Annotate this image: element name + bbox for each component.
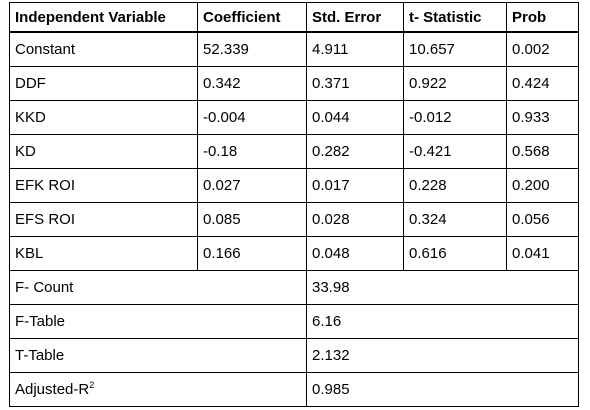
std-error-cell: 0.371 (306, 66, 404, 101)
summary-label: F- Count (9, 270, 307, 305)
summary-row-f-count: F- Count 33.98 (9, 270, 579, 305)
summary-row-f-table: F-Table 6.16 (9, 304, 579, 339)
t-statistic-cell: 0.922 (403, 66, 507, 101)
table-row: KKD -0.004 0.044 -0.012 0.933 (9, 100, 579, 135)
coefficient-cell: -0.004 (197, 100, 307, 135)
std-error-cell: 4.911 (306, 31, 404, 67)
summary-value: 2.132 (306, 338, 579, 373)
std-error-cell: 0.048 (306, 236, 404, 271)
summary-value: 6.16 (306, 304, 579, 339)
t-statistic-cell: 10.657 (403, 31, 507, 67)
std-error-cell: 0.282 (306, 134, 404, 169)
coefficient-cell: 0.027 (197, 168, 307, 203)
table-row: DDF 0.342 0.371 0.922 0.424 (9, 66, 579, 101)
regression-table-container: Independent Variable Coefficient Std. Er… (9, 2, 579, 407)
variable-cell: KD (9, 134, 198, 169)
coefficient-cell: 52.339 (197, 31, 307, 67)
summary-label: Adjusted-R2 (9, 372, 307, 407)
std-error-cell: 0.044 (306, 100, 404, 135)
header-t-statistic: t- Statistic (403, 2, 507, 33)
variable-cell: KBL (9, 236, 198, 271)
prob-cell: 0.041 (506, 236, 579, 271)
t-statistic-cell: 0.324 (403, 202, 507, 237)
coefficient-cell: 0.085 (197, 202, 307, 237)
summary-row-t-table: T-Table 2.132 (9, 338, 579, 373)
t-statistic-cell: -0.421 (403, 134, 507, 169)
table-row: KD -0.18 0.282 -0.421 0.568 (9, 134, 579, 169)
std-error-cell: 0.028 (306, 202, 404, 237)
coefficient-cell: 0.342 (197, 66, 307, 101)
variable-cell: DDF (9, 66, 198, 101)
t-statistic-cell: -0.012 (403, 100, 507, 135)
header-independent-variable: Independent Variable (9, 2, 198, 33)
coefficient-cell: 0.166 (197, 236, 307, 271)
table-row: Constant 52.339 4.911 10.657 0.002 (9, 31, 579, 67)
variable-cell: EFS ROI (9, 202, 198, 237)
superscript-two: 2 (89, 380, 95, 390)
summary-row-adjusted-r2: Adjusted-R2 0.985 (9, 372, 579, 407)
std-error-cell: 0.017 (306, 168, 404, 203)
summary-label-text: Adjusted-R (15, 381, 90, 398)
prob-cell: 0.933 (506, 100, 579, 135)
summary-label: T-Table (9, 338, 307, 373)
summary-value: 33.98 (306, 270, 579, 305)
coefficient-cell: -0.18 (197, 134, 307, 169)
prob-cell: 0.200 (506, 168, 579, 203)
table-row: KBL 0.166 0.048 0.616 0.041 (9, 236, 579, 271)
regression-table: Independent Variable Coefficient Std. Er… (9, 2, 579, 407)
variable-cell: KKD (9, 100, 198, 135)
header-prob: Prob (506, 2, 579, 33)
header-std-error: Std. Error (306, 2, 404, 33)
prob-cell: 0.002 (506, 31, 579, 67)
summary-label: F-Table (9, 304, 307, 339)
prob-cell: 0.056 (506, 202, 579, 237)
variable-cell: Constant (9, 31, 198, 67)
header-coefficient: Coefficient (197, 2, 307, 33)
prob-cell: 0.568 (506, 134, 579, 169)
summary-value: 0.985 (306, 372, 579, 407)
table-row: EFS ROI 0.085 0.028 0.324 0.056 (9, 202, 579, 237)
variable-cell: EFK ROI (9, 168, 198, 203)
table-header-row: Independent Variable Coefficient Std. Er… (9, 2, 579, 33)
prob-cell: 0.424 (506, 66, 579, 101)
t-statistic-cell: 0.228 (403, 168, 507, 203)
t-statistic-cell: 0.616 (403, 236, 507, 271)
table-row: EFK ROI 0.027 0.017 0.228 0.200 (9, 168, 579, 203)
